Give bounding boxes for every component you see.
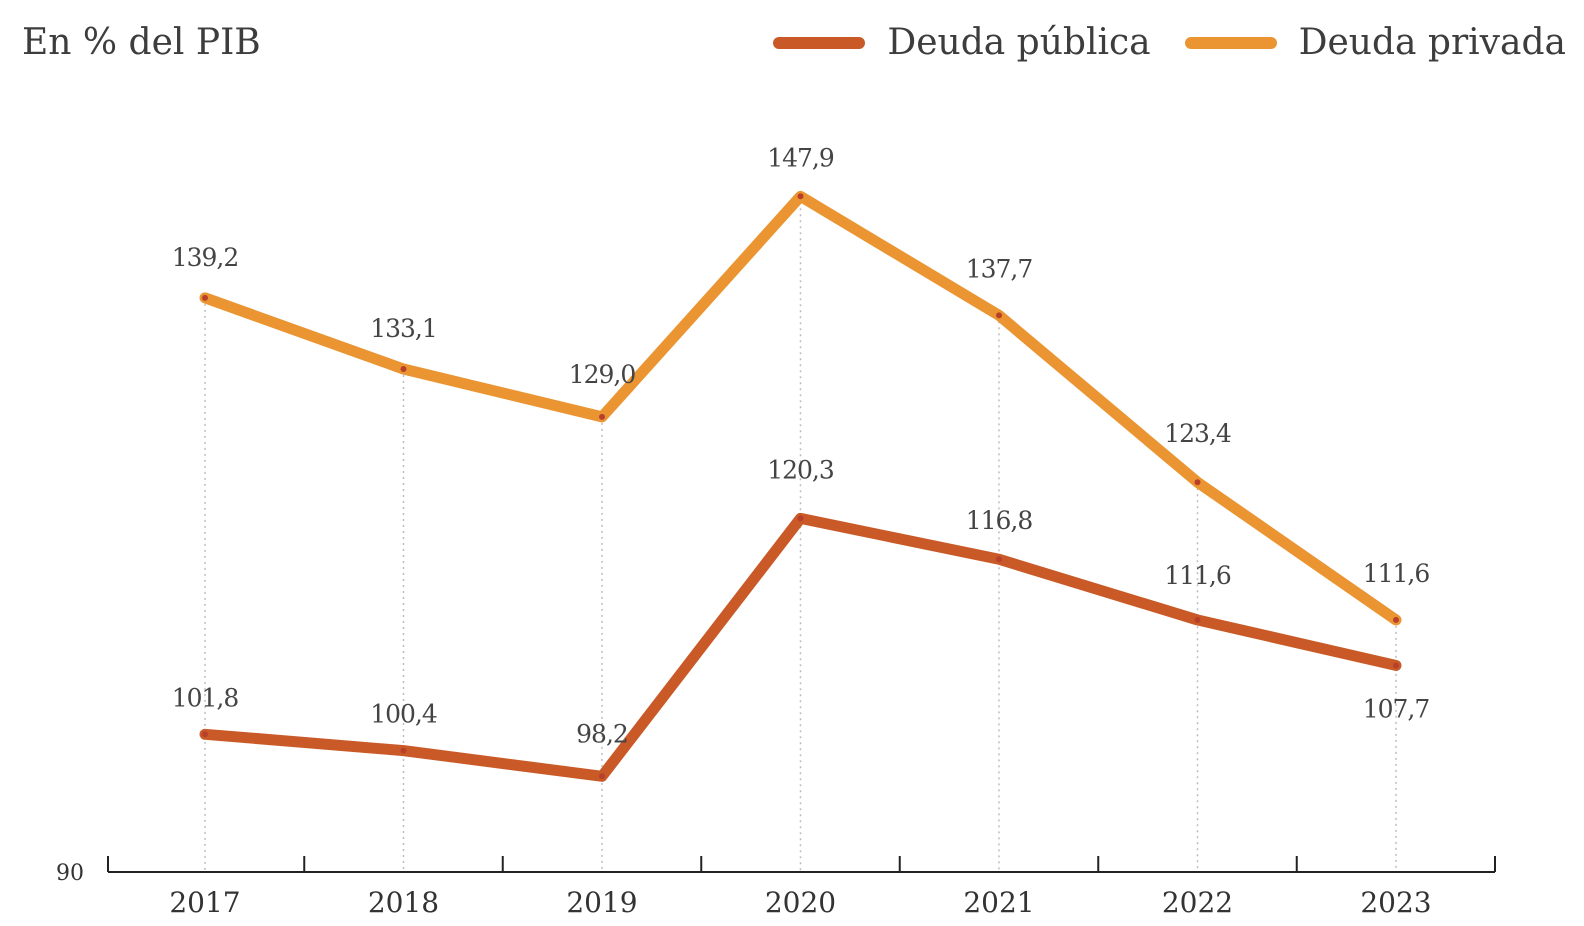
y-axis-label: 90 (56, 861, 84, 886)
data-point (599, 773, 605, 780)
data-point (1194, 479, 1201, 486)
legend-item-publica: Deuda pública (773, 22, 1151, 63)
legend-label-publica: Deuda pública (887, 22, 1151, 63)
data-point (1194, 616, 1201, 623)
data-label: 120,3 (767, 455, 834, 484)
data-point (400, 366, 407, 373)
data-point (202, 731, 208, 738)
data-label: 123,4 (1164, 419, 1231, 448)
legend: Deuda pública Deuda privada (773, 22, 1566, 63)
x-tick-label: 2022 (1162, 886, 1233, 919)
data-point (1393, 616, 1399, 623)
data-point (599, 413, 605, 420)
x-tick-label: 2017 (169, 886, 240, 919)
data-label: 133,1 (370, 314, 437, 343)
data-label: 100,4 (370, 700, 437, 729)
data-label: 116,8 (966, 506, 1033, 535)
data-label: 98,2 (576, 719, 628, 748)
legend-swatch-publica (773, 36, 866, 49)
data-point (797, 193, 804, 200)
x-tick-label: 2020 (765, 886, 836, 919)
legend-label-privada: Deuda privada (1298, 22, 1566, 63)
data-label: 147,9 (767, 143, 834, 172)
data-point (996, 312, 1002, 319)
data-point (400, 747, 407, 754)
data-point (797, 515, 804, 522)
data-label: 139,2 (172, 243, 239, 272)
x-tick-label: 2023 (1360, 886, 1431, 919)
data-label: 111,6 (1363, 559, 1430, 588)
data-label: 111,6 (1164, 561, 1231, 590)
legend-item-privada: Deuda privada (1184, 22, 1566, 63)
data-label: 137,7 (966, 254, 1033, 283)
x-tick-label: 2021 (963, 886, 1034, 919)
data-point (996, 556, 1002, 563)
unit-label: En % del PIB (22, 22, 261, 63)
data-label: 101,8 (172, 683, 239, 712)
data-label: 107,7 (1363, 694, 1430, 723)
data-point (1393, 662, 1399, 669)
data-point (202, 294, 208, 301)
x-tick-label: 2019 (566, 886, 637, 919)
legend-swatch-privada (1184, 36, 1277, 49)
data-label: 129,0 (569, 360, 636, 389)
x-tick-label: 2018 (368, 886, 439, 919)
